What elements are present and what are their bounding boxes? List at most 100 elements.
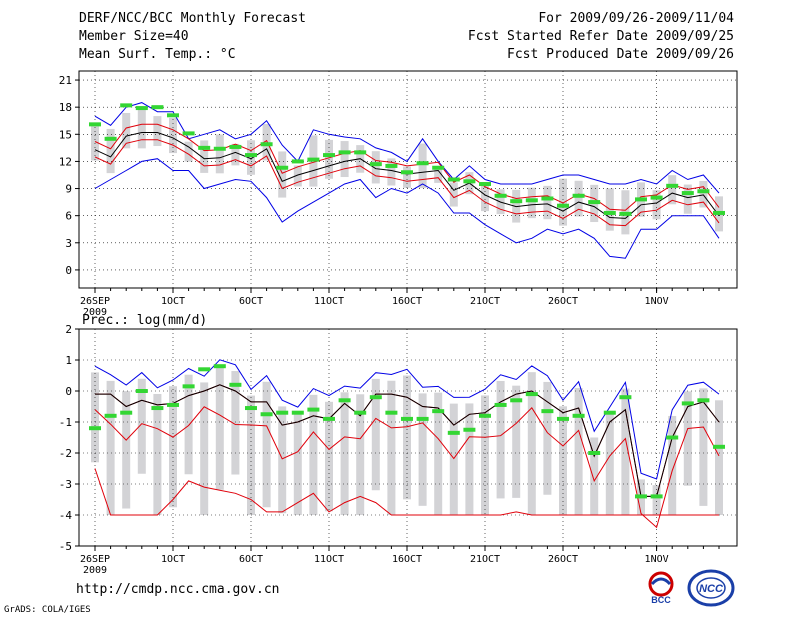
prec-spread-bar (621, 388, 630, 515)
prec-spread-bar (590, 437, 599, 515)
prec-spread-bar (434, 392, 443, 515)
prec-median-marker (666, 435, 679, 440)
temp-ytick-label: 15 (59, 128, 72, 141)
temp-median-marker (307, 157, 320, 162)
prec-spread-bar (527, 372, 536, 515)
temp-spread-bar (652, 190, 661, 220)
prec-spread-bar (371, 378, 380, 491)
prec-median-marker (385, 410, 398, 415)
prec-median-marker (182, 384, 195, 389)
prec-median-marker (588, 451, 601, 455)
temp-median-marker (681, 191, 694, 196)
temp-median-marker (198, 145, 211, 150)
header-title: DERF/NCC/BCC Monthly Forecast (79, 11, 306, 26)
prec-spread-bar (262, 381, 271, 508)
temp-median-marker (120, 103, 133, 108)
prec-median-marker (479, 413, 491, 418)
prec-median-marker (120, 410, 133, 415)
temp-median-marker (401, 170, 413, 175)
temp-ytick-label: 0 (65, 264, 72, 277)
temp-median-marker (369, 162, 382, 167)
prec-median-marker (213, 364, 226, 369)
prec-lower-sd-line (94, 406, 720, 529)
prec-median-marker (260, 412, 273, 417)
prec-spread-bar (559, 406, 567, 515)
bcc-logo: BCC (648, 571, 674, 605)
temp-median-marker (416, 161, 429, 166)
temp-xtick-label: 11OCT (314, 296, 344, 307)
prec-median-marker (635, 494, 647, 499)
temp-spread-bar (434, 167, 443, 183)
temp-xtick-label: 16OCT (392, 296, 422, 307)
temp-spread-bar (215, 134, 224, 174)
temp-spread-bar (122, 112, 131, 149)
temp-median-marker (432, 165, 445, 170)
prec-median-marker (135, 389, 148, 393)
temp-median-marker (510, 199, 523, 204)
prec-median-marker (245, 406, 257, 411)
temp-median-marker (104, 136, 117, 141)
prec-ytick-label: -4 (59, 509, 73, 522)
temp-median-marker (385, 163, 398, 168)
prec-xtick-label: 1NOV (645, 554, 669, 565)
prec-ytick-label: -1 (59, 416, 72, 429)
header-variable: Mean Surf. Temp.: °C (79, 47, 236, 62)
prec-median-marker (713, 444, 725, 449)
prec-median-marker (229, 382, 242, 387)
header-start-date: Fcst Started Refer Date 2009/09/25 (467, 29, 734, 44)
temp-median-marker (494, 193, 507, 198)
temp-xtick-label: 21OCT (470, 296, 500, 307)
prec-median-marker (276, 410, 289, 415)
temp-median-marker (291, 159, 304, 164)
temp-median-marker (229, 144, 242, 149)
header-period: For 2009/09/26-2009/11/04 (538, 11, 734, 26)
prec-median-marker (603, 410, 616, 415)
temp-median-marker (354, 150, 367, 155)
prec-spread-bar (231, 371, 240, 475)
temp-median-marker (447, 177, 460, 182)
prec-spread-bar (387, 380, 396, 515)
temp-spread-bar (247, 140, 255, 175)
temp-median-marker (276, 165, 289, 170)
prec-spread-bar (605, 413, 614, 515)
prec-ytick-label: 0 (65, 385, 72, 398)
prec-ytick-label: -3 (59, 478, 72, 491)
temp-spread-bar (200, 140, 209, 173)
temp-ytick-label: 18 (59, 101, 72, 114)
prec-median-marker (650, 494, 663, 499)
temp-spread-bar (371, 151, 380, 184)
footer-url[interactable]: http://cmdp.ncc.cma.gov.cn (76, 582, 280, 597)
prec-median-marker (104, 413, 117, 418)
prec-title: Prec.: log(mm/d) (82, 313, 207, 328)
prec-spread-bar (715, 400, 723, 515)
prec-spread-bar (512, 385, 521, 498)
temp-median-marker (572, 193, 585, 198)
prec-spread-bar (122, 391, 131, 509)
temp-median-marker (89, 122, 101, 127)
temp-median-marker (463, 179, 476, 184)
prec-median-marker (572, 413, 585, 418)
temp-spread-bar (106, 128, 115, 174)
temp-median-marker (713, 210, 725, 215)
temp-ytick-label: 12 (59, 155, 72, 168)
prec-ytick-label: 2 (65, 323, 72, 336)
prec-median-marker (338, 398, 351, 403)
prec-spread-bar (465, 403, 474, 515)
temp-median-marker (260, 142, 273, 147)
temp-spread-bar (527, 187, 536, 219)
prec-ytick-label: -2 (59, 447, 72, 460)
temp-panel: 0 3 6 9 12 15 18 21 26SEP 1OCT 6OCT 11OCT 16OCT 21OCT… (59, 70, 738, 318)
bcc-logo-text: BCC (651, 595, 671, 605)
temp-spread-bar (278, 151, 287, 198)
prec-spread-bar (200, 382, 209, 515)
temp-spread-bar (403, 166, 411, 188)
temp-median-marker (479, 182, 491, 187)
prec-ytick-label: 1 (65, 354, 72, 367)
temp-xtick-label: 6OCT (239, 296, 263, 307)
prec-spread-bar (153, 393, 162, 515)
prec-spread-bar (668, 415, 677, 515)
prec-median-marker (354, 410, 367, 415)
prec-median-marker (681, 401, 694, 406)
temp-spread-bar (184, 141, 193, 162)
